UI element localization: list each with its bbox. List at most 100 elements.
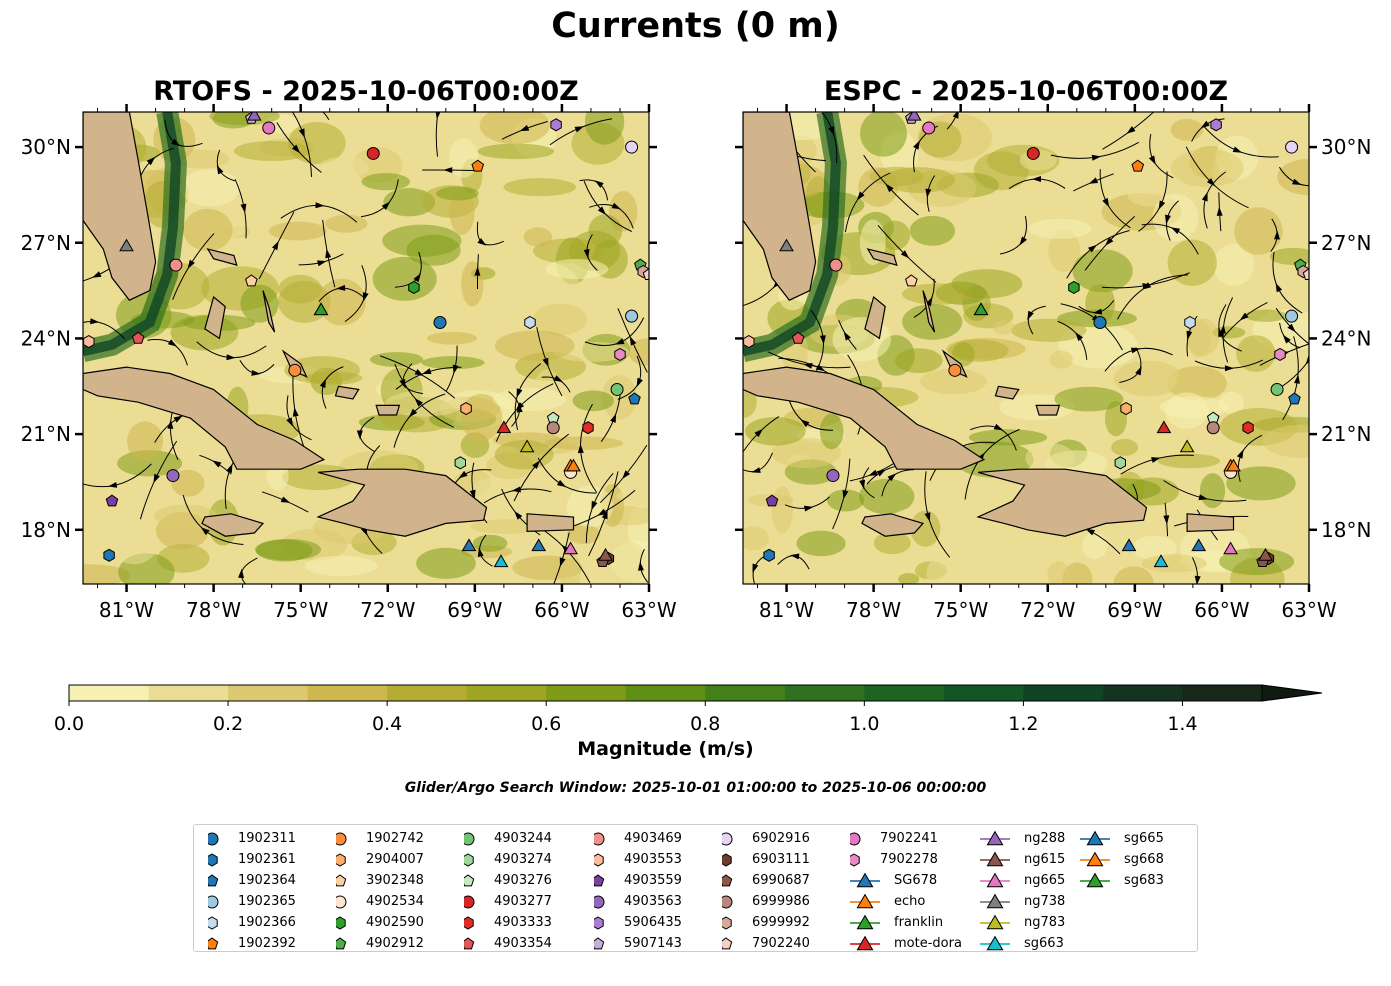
colorbar-frame <box>68 684 1263 702</box>
platform-marker-5906435 <box>1210 118 1222 132</box>
speed-patch <box>1277 158 1309 196</box>
speed-patch <box>1236 335 1276 372</box>
speed-patch <box>1167 366 1227 401</box>
platform-marker-SG678 <box>531 538 547 552</box>
legend-marker <box>986 830 1004 846</box>
speed-patch <box>109 521 159 565</box>
legend-label: 4903333 <box>494 915 552 930</box>
x-tick-label: 66°W <box>1194 598 1249 622</box>
platform-marker-4903553 <box>83 335 95 349</box>
streamline-arrow <box>1130 347 1141 354</box>
x-tick-label: 66°W <box>534 598 589 622</box>
platform-marker-4903354 <box>791 331 805 344</box>
legend-marker-icon <box>722 874 733 887</box>
speed-patch <box>256 539 313 562</box>
streamline <box>322 112 330 120</box>
legend-marker <box>856 935 874 951</box>
legend-marker-icon <box>336 874 347 887</box>
platform-marker-4903274 <box>1114 456 1126 470</box>
streamline-arrow <box>859 479 866 490</box>
colorbar-segment <box>864 685 945 701</box>
speed-patch <box>545 259 609 280</box>
speed-patch <box>572 390 614 412</box>
legend-label: 7902240 <box>752 936 810 951</box>
streamline-arrow <box>1126 126 1136 134</box>
legend-marker-icon <box>336 832 347 846</box>
x-tick-label: 72°W <box>1020 598 1075 622</box>
legend-label: 1902365 <box>238 894 296 909</box>
streamline-arrow <box>413 273 421 283</box>
platform-marker-ng665 <box>1223 541 1238 555</box>
streamline-arrow <box>924 512 931 522</box>
speed-patch <box>951 269 1023 299</box>
gulf-stream-core <box>743 112 841 357</box>
speed-patch <box>1028 218 1092 239</box>
legend-label: 4903563 <box>624 894 682 909</box>
legend-marker <box>594 916 604 930</box>
streamline-arrow <box>629 336 637 346</box>
x-tick-label: 63°W <box>621 598 676 622</box>
speed-patch <box>993 320 1015 335</box>
platform-marker-sg683 <box>973 302 989 316</box>
legend-label: 5906435 <box>624 915 682 930</box>
legend-marker-icon <box>464 916 474 930</box>
platform-marker-sg665 <box>1121 538 1137 552</box>
streamline-arrow <box>173 415 183 423</box>
colorbar-tick-label: 1.4 <box>1167 713 1197 735</box>
streamline-arrow <box>1294 374 1300 384</box>
legend-marker-icon <box>208 853 218 867</box>
streamline-arrow <box>1158 200 1166 210</box>
platform-marker-1902361 <box>103 548 115 562</box>
streamline-arrow <box>1292 178 1302 185</box>
legend-marker <box>336 895 347 909</box>
streamline-arrow <box>597 508 607 516</box>
speed-patch <box>566 485 614 528</box>
platform-marker-7902241 <box>262 121 276 135</box>
platform-marker-sg663 <box>493 554 509 568</box>
streamline-arrow <box>292 144 301 154</box>
platform-marker-7902240 <box>1302 267 1309 280</box>
streamline-arrow <box>594 180 604 188</box>
legend-marker-icon <box>594 853 604 867</box>
legend-label: 4903244 <box>494 831 552 846</box>
legend-marker <box>594 853 604 867</box>
legend-marker <box>986 914 1004 930</box>
streamline-arrow <box>1224 365 1234 372</box>
streamline-arrow <box>514 511 523 520</box>
streamline-arrow <box>913 140 920 150</box>
streamline-arrow <box>597 206 607 215</box>
legend-label: 4902534 <box>366 894 424 909</box>
platform-marker-4903559 <box>765 494 779 507</box>
legend-label: 4902590 <box>366 915 424 930</box>
streamline-arrow <box>292 407 299 417</box>
streamline-arrow <box>298 128 305 138</box>
legend-marker-icon <box>464 874 475 887</box>
speed-patch <box>1010 318 1087 342</box>
streamline-arrow <box>92 271 102 278</box>
streamline-arrow <box>435 112 441 120</box>
legend-label: 1902742 <box>366 831 424 846</box>
speed-patch <box>416 547 476 579</box>
streamline-arrow <box>280 496 291 503</box>
speed-patch <box>1187 319 1211 358</box>
y-tick-label: 30°N <box>21 135 71 159</box>
map-panels: 81°W 78°W 75°W 72°W 69°W 66°W 63°W 30°N 27°N 24°N… <box>21 104 1371 622</box>
speed-patch <box>1048 229 1081 273</box>
platform-marker-4903277 <box>366 146 380 160</box>
platform-marker-2904007 <box>460 402 472 416</box>
platform-marker-1902392 <box>1131 159 1145 172</box>
search-window-caption: Glider/Argo Search Window: 2025-10-01 01… <box>404 780 987 796</box>
speed-patch <box>473 476 525 501</box>
legend-label: 1902311 <box>238 831 296 846</box>
legend-label: 6999992 <box>752 915 810 930</box>
speed-patch <box>1269 247 1309 266</box>
streamline-arrow <box>1105 237 1114 246</box>
legend-label: 4903354 <box>494 936 552 951</box>
legend-marker <box>336 832 347 846</box>
land-jamaica <box>861 513 925 537</box>
legend-label: echo <box>894 894 926 909</box>
speed-patch <box>819 413 844 450</box>
streamline-arrow <box>622 470 631 480</box>
legend-marker-icon <box>850 893 880 909</box>
x-tick-label: 78°W <box>846 598 901 622</box>
